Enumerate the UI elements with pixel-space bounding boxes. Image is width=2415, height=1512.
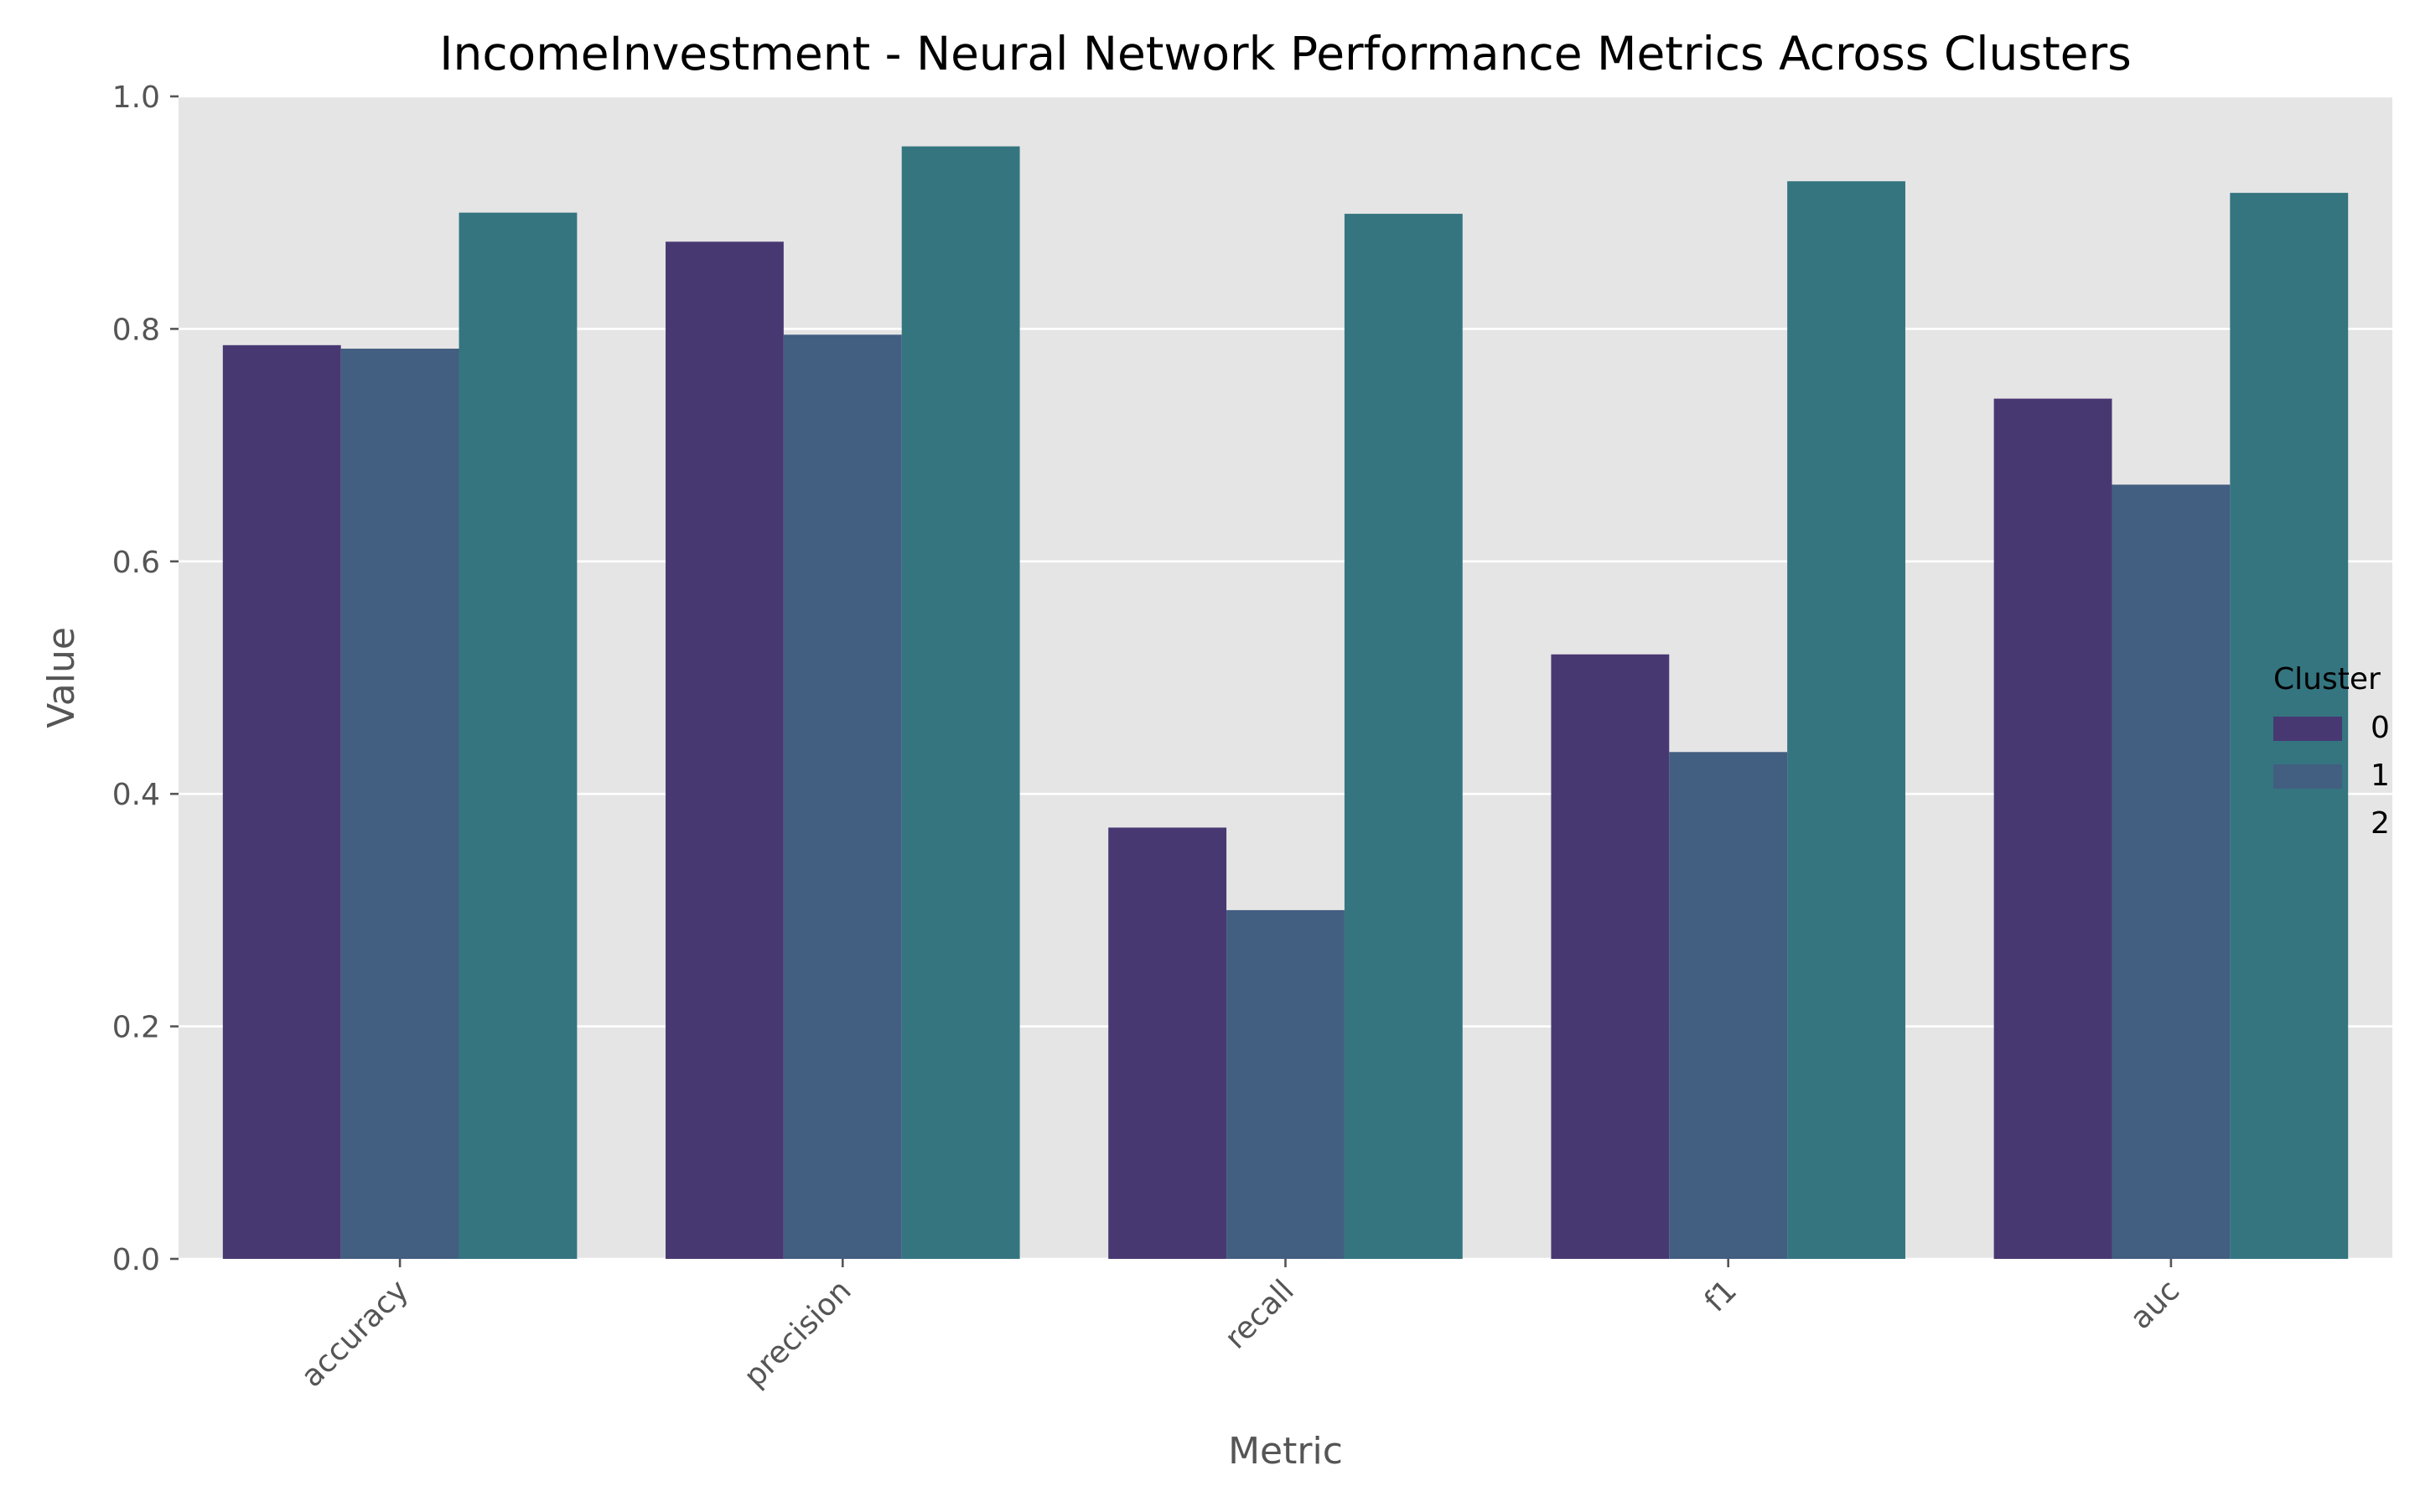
chart-title: IncomeInvestment - Neural Network Perfor… [439,27,2132,80]
x-axis-label: Metric [1228,1430,1343,1473]
bar-accuracy-cluster-1 [340,348,459,1259]
bar-f1-cluster-0 [1551,654,1670,1259]
legend-swatch-cluster-2 [2273,812,2342,836]
legend-label-cluster-2: 2 [2371,806,2390,841]
x-tick-label: accuracy [295,1273,416,1394]
y-tick-label: 0.8 [112,313,160,347]
bar-recall-cluster-2 [1344,214,1463,1259]
legend-title: Cluster [2273,662,2381,696]
y-tick-label: 0.6 [112,546,160,580]
y-tick-label: 0.0 [112,1243,160,1277]
y-tick-label: 0.4 [112,778,160,812]
y-tick-label: 0.2 [112,1011,160,1045]
bars [222,146,2349,1260]
legend: Cluster 0 1 2 [2273,662,2390,841]
x-tick-label: f1 [1698,1273,1744,1318]
x-tick-label: precision [738,1273,858,1394]
bar-accuracy-cluster-2 [459,212,578,1260]
x-tick-label: auc [2124,1273,2187,1336]
bar-precision-cluster-0 [666,241,784,1259]
legend-swatch-cluster-0 [2273,717,2342,741]
bar-auc-cluster-1 [2112,484,2231,1259]
y-tick-label: 1.0 [112,80,160,115]
y-axis-label: Value [40,627,83,728]
bar-recall-cluster-1 [1226,909,1345,1259]
bar-auc-cluster-0 [1993,398,2112,1259]
bar-accuracy-cluster-0 [222,344,341,1259]
legend-label-cluster-1: 1 [2371,759,2390,793]
legend-swatch-cluster-1 [2273,764,2342,789]
bar-precision-cluster-1 [783,334,902,1260]
x-tick-label: recall [1219,1273,1301,1355]
bar-f1-cluster-1 [1669,752,1788,1259]
bar-precision-cluster-2 [901,146,1020,1260]
bar-recall-cluster-0 [1108,827,1227,1259]
bar-f1-cluster-2 [1787,181,1905,1260]
legend-label-cluster-0: 0 [2371,711,2390,745]
